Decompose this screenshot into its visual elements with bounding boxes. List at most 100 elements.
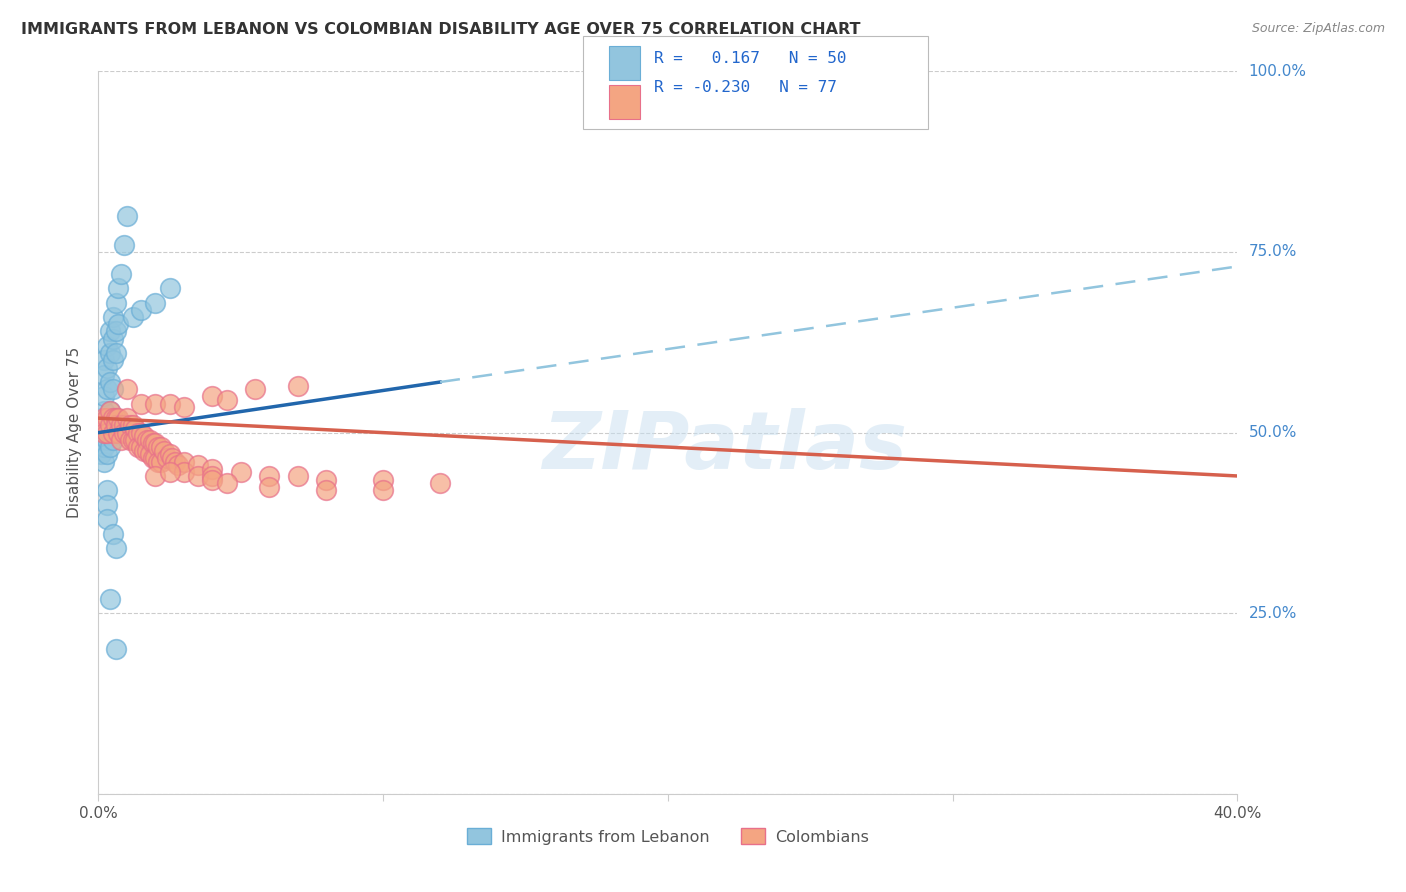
Point: [101, 310, 124, 324]
Point: [104, 346, 127, 360]
Point: [93, 353, 115, 368]
Point: [104, 325, 127, 339]
Point: [159, 397, 181, 411]
Point: [167, 458, 190, 472]
Text: Source: ZipAtlas.com: Source: ZipAtlas.com: [1251, 22, 1385, 36]
Point: [124, 433, 146, 447]
Point: [159, 466, 181, 480]
Point: [135, 443, 157, 458]
Point: [98, 425, 121, 440]
Point: [127, 425, 149, 440]
Point: [287, 378, 309, 392]
Point: [141, 450, 163, 465]
Text: ZIPatlas: ZIPatlas: [543, 408, 907, 486]
Point: [110, 433, 132, 447]
Point: [115, 382, 138, 396]
Point: [129, 440, 152, 454]
Point: [90, 411, 112, 425]
Y-axis label: Disability Age Over 75: Disability Age Over 75: [67, 347, 83, 518]
Point: [93, 415, 115, 429]
Point: [215, 393, 238, 408]
Point: [93, 418, 115, 433]
Point: [373, 473, 395, 487]
Point: [150, 440, 173, 454]
Point: [173, 466, 195, 480]
Legend: Immigrants from Lebanon, Colombians: Immigrants from Lebanon, Colombians: [461, 822, 875, 851]
Point: [96, 422, 118, 436]
Point: [101, 332, 124, 346]
Point: [153, 443, 176, 458]
Point: [112, 425, 135, 440]
Point: [112, 418, 135, 433]
Point: [145, 295, 167, 310]
Point: [287, 469, 309, 483]
Point: [98, 375, 121, 389]
Point: [201, 462, 224, 476]
Point: [96, 512, 118, 526]
Text: R = -0.230   N = 77: R = -0.230 N = 77: [654, 80, 837, 95]
Text: 25.0%: 25.0%: [1249, 606, 1296, 621]
Point: [93, 404, 115, 418]
Point: [104, 295, 127, 310]
Point: [118, 418, 141, 433]
Point: [107, 411, 129, 425]
Point: [96, 339, 118, 353]
Point: [96, 498, 118, 512]
Point: [173, 401, 195, 415]
Point: [132, 429, 155, 443]
Point: [129, 397, 152, 411]
Point: [165, 454, 187, 468]
Point: [107, 281, 129, 295]
Point: [98, 404, 121, 418]
Point: [156, 450, 179, 465]
Point: [98, 418, 121, 433]
Point: [96, 447, 118, 461]
Point: [121, 418, 143, 433]
Point: [187, 458, 209, 472]
Point: [98, 346, 121, 360]
Point: [101, 433, 124, 447]
Point: [135, 433, 157, 447]
Point: [96, 360, 118, 375]
Point: [148, 440, 170, 454]
Point: [98, 591, 121, 606]
Point: [98, 325, 121, 339]
Point: [145, 397, 167, 411]
Point: [173, 454, 195, 468]
Point: [127, 440, 149, 454]
Point: [93, 368, 115, 382]
Point: [145, 450, 167, 465]
Point: [93, 440, 115, 454]
Point: [101, 382, 124, 396]
Text: 50.0%: 50.0%: [1249, 425, 1296, 440]
Point: [96, 411, 118, 425]
Point: [90, 433, 112, 447]
Point: [110, 418, 132, 433]
Point: [93, 425, 115, 440]
Text: R =   0.167   N = 50: R = 0.167 N = 50: [654, 51, 846, 66]
Point: [101, 411, 124, 425]
Point: [138, 433, 160, 447]
Point: [107, 425, 129, 440]
Point: [148, 454, 170, 468]
Point: [101, 411, 124, 425]
Point: [93, 389, 115, 403]
Point: [121, 310, 143, 324]
Point: [259, 480, 281, 494]
Point: [129, 425, 152, 440]
Point: [98, 404, 121, 418]
Point: [104, 418, 127, 433]
Point: [93, 425, 115, 440]
Point: [96, 483, 118, 498]
Point: [373, 483, 395, 498]
Point: [141, 436, 163, 450]
Point: [96, 418, 118, 433]
Point: [96, 425, 118, 440]
Point: [101, 353, 124, 368]
Point: [162, 450, 184, 465]
Point: [243, 382, 266, 396]
Point: [90, 447, 112, 461]
Point: [104, 642, 127, 657]
Point: [315, 473, 337, 487]
Point: [129, 302, 152, 317]
